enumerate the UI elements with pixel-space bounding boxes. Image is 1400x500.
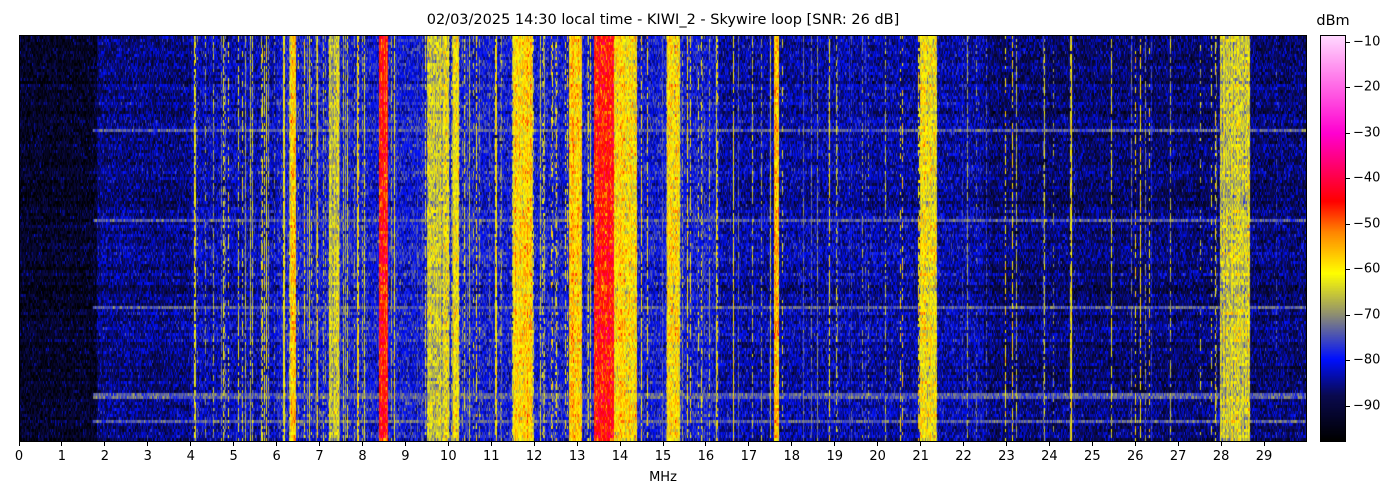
- x-tick-label: 28: [1212, 449, 1230, 464]
- colorbar-tick-label: −20: [1353, 79, 1381, 95]
- x-tick-mark: [233, 442, 235, 446]
- x-tick-label: 11: [482, 449, 500, 464]
- x-tick-label: 22: [955, 449, 972, 464]
- x-tick-mark: [1177, 442, 1179, 446]
- x-tick-label: 13: [568, 449, 586, 464]
- x-tick-mark: [1134, 442, 1136, 446]
- x-tick-label: 15: [654, 449, 672, 464]
- colorbar-tick-mark: [1346, 269, 1350, 271]
- colorbar-tick-label: −90: [1353, 398, 1381, 414]
- x-tick-mark: [147, 442, 149, 446]
- waterfall-plot-area: [19, 35, 1307, 442]
- x-tick-mark: [662, 442, 664, 446]
- x-tick-mark: [619, 442, 621, 446]
- x-tick-mark: [1048, 442, 1050, 446]
- x-tick-label: 2: [100, 449, 109, 464]
- x-tick-label: 12: [525, 449, 543, 464]
- x-tick-mark: [104, 442, 106, 446]
- x-tick-mark: [1220, 442, 1222, 446]
- colorbar-tick-mark: [1346, 405, 1350, 407]
- x-tick-label: 10: [440, 449, 457, 464]
- spectrogram-heatmap: [20, 36, 1306, 441]
- x-tick-label: 26: [1126, 449, 1144, 464]
- x-tick-label: 25: [1084, 449, 1101, 464]
- x-tick-mark: [447, 442, 449, 446]
- x-tick-label: 20: [869, 449, 886, 464]
- x-tick-mark: [963, 442, 965, 446]
- x-tick-label: 9: [401, 449, 410, 464]
- colorbar-tick-label: −70: [1353, 307, 1381, 323]
- x-tick-mark: [576, 442, 578, 446]
- x-tick-mark: [276, 442, 278, 446]
- colorbar-tick-mark: [1346, 132, 1350, 134]
- colorbar-tick-label: −30: [1353, 125, 1381, 141]
- colorbar-tick-mark: [1346, 41, 1350, 43]
- x-tick-mark: [404, 442, 406, 446]
- x-tick-label: 8: [358, 449, 367, 464]
- x-tick-label: 18: [783, 449, 801, 464]
- x-tick-mark: [18, 442, 20, 446]
- x-tick-label: 0: [14, 449, 24, 464]
- x-tick-mark: [61, 442, 63, 446]
- colorbar: [1320, 35, 1346, 442]
- x-tick-label: 4: [186, 449, 195, 464]
- colorbar-tick-label: −50: [1353, 216, 1381, 232]
- colorbar-tick-mark: [1346, 178, 1350, 180]
- colorbar-tick-label: −60: [1353, 261, 1381, 277]
- x-tick-label: 17: [740, 449, 758, 464]
- x-tick-mark: [361, 442, 363, 446]
- x-tick-label: 14: [611, 449, 629, 464]
- x-tick-label: 16: [697, 449, 715, 464]
- x-tick-mark: [877, 442, 879, 446]
- x-tick-mark: [490, 442, 492, 446]
- chart-title: 02/03/2025 14:30 local time - KIWI_2 - S…: [426, 12, 900, 28]
- x-tick-mark: [1263, 442, 1265, 446]
- colorbar-tick-mark: [1346, 314, 1350, 316]
- x-tick-label: 7: [315, 449, 324, 464]
- colorbar-tick-mark: [1346, 360, 1350, 362]
- x-tick-mark: [920, 442, 922, 446]
- x-tick-label: 21: [912, 449, 929, 464]
- x-tick-mark: [791, 442, 793, 446]
- colorbar-tick-label: −40: [1353, 170, 1381, 186]
- colorbar-tick-mark: [1346, 87, 1350, 89]
- x-tick-label: 3: [143, 449, 152, 464]
- x-tick-mark: [705, 442, 707, 446]
- x-tick-mark: [748, 442, 750, 446]
- x-tick-mark: [1091, 442, 1093, 446]
- x-tick-label: 23: [998, 449, 1015, 464]
- x-tick-mark: [834, 442, 836, 446]
- colorbar-tick-mark: [1346, 223, 1350, 225]
- x-tick-mark: [190, 442, 192, 446]
- x-tick-label: 1: [57, 449, 67, 464]
- x-tick-label: 5: [229, 449, 238, 464]
- x-tick-label: 24: [1041, 449, 1058, 464]
- x-tick-label: 6: [272, 449, 281, 464]
- x-axis-label: MHz: [649, 470, 677, 485]
- colorbar-tick-label: −80: [1353, 352, 1381, 368]
- x-tick-mark: [319, 442, 321, 446]
- x-tick-label: 19: [826, 449, 843, 464]
- x-tick-mark: [1005, 442, 1007, 446]
- colorbar-tick-label: −10: [1353, 34, 1381, 50]
- x-tick-label: 29: [1255, 449, 1273, 464]
- colorbar-gradient: [1321, 36, 1345, 441]
- colorbar-label: dBm: [1316, 13, 1350, 29]
- x-tick-mark: [533, 442, 535, 446]
- x-tick-label: 27: [1169, 449, 1187, 464]
